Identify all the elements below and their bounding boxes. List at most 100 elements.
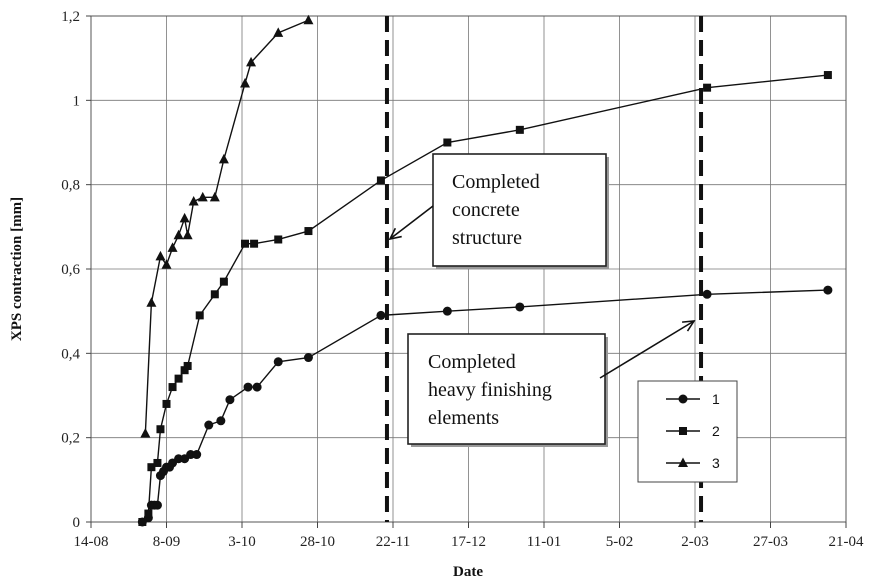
series-2-point bbox=[823, 71, 832, 80]
series-1-point bbox=[376, 310, 386, 320]
legend-label: 2 bbox=[712, 423, 720, 439]
series-2-point bbox=[174, 374, 183, 383]
series-3-point bbox=[182, 229, 193, 240]
series-1-point bbox=[442, 306, 452, 316]
series-2-point bbox=[515, 125, 524, 134]
series-2-point bbox=[156, 425, 165, 434]
x-tick-label: 17-12 bbox=[451, 534, 486, 550]
series-1-point bbox=[225, 395, 235, 405]
callout-2: Completed heavy finishing elements bbox=[407, 320, 696, 447]
series-2-point bbox=[195, 311, 204, 320]
series-2-point bbox=[138, 518, 147, 526]
series-1-point bbox=[243, 382, 253, 392]
callout-text-line: structure bbox=[452, 227, 522, 249]
callout-text-line: Completed bbox=[428, 351, 516, 373]
callout-arrow-head bbox=[388, 227, 402, 241]
series-2-point bbox=[162, 399, 171, 408]
y-tick-label: 1,2 bbox=[61, 9, 80, 25]
x-tick-label: 14-08 bbox=[74, 534, 109, 550]
legend-marker bbox=[678, 394, 688, 404]
series-2-point bbox=[210, 290, 219, 299]
callout-box bbox=[407, 333, 606, 445]
series-1-point bbox=[252, 382, 262, 392]
series-2-point bbox=[144, 509, 153, 518]
y-tick-label: 0 bbox=[73, 515, 81, 531]
legend-entry-3: 3 bbox=[666, 455, 720, 471]
series-2-point bbox=[153, 458, 162, 467]
series-1-point bbox=[152, 500, 162, 510]
series-3-point bbox=[167, 242, 178, 252]
callout-text-line: heavy finishing bbox=[428, 379, 552, 401]
series-1-point bbox=[823, 285, 833, 295]
series-1-point bbox=[303, 353, 313, 363]
y-tick-label: 0,2 bbox=[61, 431, 80, 447]
legend-marker bbox=[679, 427, 687, 435]
callout-1: Completed concrete structure bbox=[388, 153, 609, 269]
axis-ticks: 14-08 8-09 3-10 28-10 22-11 17-12 11-01 5-02 2-0… bbox=[61, 9, 864, 550]
legend-label: 3 bbox=[712, 455, 720, 471]
series-2-point bbox=[304, 227, 313, 236]
legend-label: 1 bbox=[712, 391, 720, 407]
series-3-point bbox=[303, 14, 314, 25]
series-3-point bbox=[161, 259, 172, 269]
series-3-point bbox=[146, 297, 157, 307]
series-2 bbox=[138, 71, 832, 526]
callout-arrow-shaft bbox=[599, 320, 695, 379]
series-3 bbox=[140, 14, 314, 438]
series-1-point bbox=[216, 416, 226, 426]
legend: 1 2 3 bbox=[637, 380, 738, 483]
series-2-point bbox=[241, 239, 250, 248]
series-1-point bbox=[702, 289, 712, 299]
x-tick-label: 21-04 bbox=[829, 534, 864, 550]
series-3-point bbox=[173, 229, 184, 240]
x-tick-label: 2-03 bbox=[681, 534, 709, 550]
annotations: Completed concrete structure Completed heavy… bbox=[388, 153, 696, 447]
y-tick-label: 0,8 bbox=[61, 178, 80, 194]
callout-box bbox=[432, 153, 607, 267]
series-3-point bbox=[155, 250, 166, 261]
series-2-point bbox=[180, 366, 189, 375]
series-2-point bbox=[250, 239, 259, 248]
series-3-point bbox=[240, 77, 251, 88]
x-tick-label: 3-10 bbox=[228, 534, 256, 550]
x-tick-label: 27-03 bbox=[753, 534, 788, 550]
series-1-point bbox=[515, 302, 525, 312]
x-tick-label: 5-02 bbox=[606, 534, 634, 550]
y-tick-label: 1 bbox=[73, 93, 81, 109]
series-3-point bbox=[140, 427, 151, 438]
legend-marker bbox=[678, 457, 688, 467]
series-2-point bbox=[443, 138, 452, 147]
series-1-point bbox=[192, 450, 202, 460]
callout-text-line: concrete bbox=[452, 199, 520, 221]
x-tick-label: 28-10 bbox=[300, 534, 335, 550]
callout-text-line: elements bbox=[428, 407, 499, 429]
legend-entry-2: 2 bbox=[666, 423, 720, 439]
series-2-point bbox=[703, 83, 712, 92]
y-tick-label: 0,4 bbox=[61, 346, 80, 362]
series-3-point bbox=[273, 27, 284, 37]
y-axis-title: XPS contraction [mm] bbox=[9, 197, 25, 341]
legend-entry-1: 1 bbox=[666, 391, 720, 407]
series-2-point bbox=[168, 383, 177, 392]
series-2-point bbox=[274, 235, 283, 244]
y-tick-label: 0,6 bbox=[61, 262, 80, 278]
series-3-point bbox=[246, 56, 257, 67]
callout-text-line: Completed bbox=[452, 171, 540, 193]
callout-arrow-head bbox=[682, 320, 696, 332]
x-tick-label: 8-09 bbox=[153, 534, 181, 550]
series-3-point bbox=[218, 153, 229, 164]
series-3-point bbox=[197, 191, 208, 202]
series-2-line bbox=[141, 74, 828, 523]
x-tick-label: 22-11 bbox=[376, 534, 410, 550]
series-2-point bbox=[147, 463, 156, 472]
series-2-point bbox=[376, 176, 385, 185]
series-group bbox=[137, 14, 833, 527]
series-3-point bbox=[188, 196, 199, 206]
series-1-point bbox=[204, 420, 214, 430]
series-3-point bbox=[209, 191, 220, 202]
series-2-point bbox=[183, 361, 192, 370]
series-2-point bbox=[219, 277, 228, 286]
x-tick-label: 11-01 bbox=[527, 534, 561, 550]
series-3-line bbox=[144, 19, 309, 434]
